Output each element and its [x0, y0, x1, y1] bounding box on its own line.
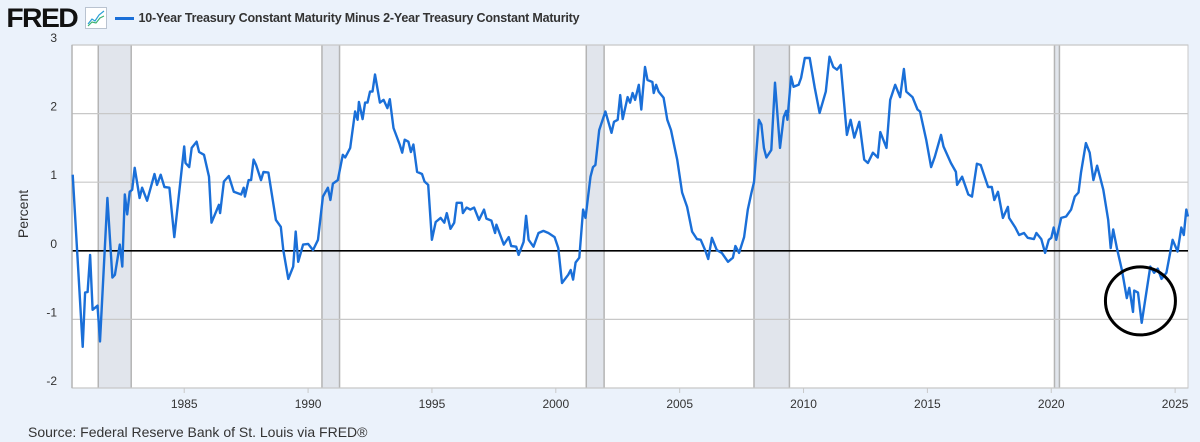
y-tick-label: -2	[46, 374, 57, 388]
recession-band	[1054, 45, 1060, 388]
annotation-circle	[1103, 265, 1177, 337]
series-line	[71, 55, 1190, 348]
recession-band	[753, 45, 790, 388]
y-tick-label: 3	[50, 31, 57, 45]
y-tick-label: 0	[50, 237, 57, 251]
recession-band	[98, 45, 132, 388]
x-tick-label: 2005	[666, 397, 693, 411]
recession-band	[321, 45, 340, 388]
y-tick-label: 2	[50, 100, 57, 114]
recession-band	[586, 45, 605, 388]
x-tick-label: 2015	[914, 397, 941, 411]
x-tick-label: 2025	[1162, 397, 1189, 411]
x-tick-label: 2020	[1038, 397, 1065, 411]
y-tick-label: 1	[50, 168, 57, 182]
plot-area	[71, 44, 1189, 389]
x-tick-label: 1990	[295, 397, 322, 411]
legend-label[interactable]: 10-Year Treasury Constant Maturity Minus…	[138, 11, 580, 25]
legend-swatch	[114, 16, 134, 20]
line-chart-icon	[84, 7, 107, 29]
fred-logo[interactable]: FRED	[6, 2, 78, 33]
chart-header: FRED 10-Year Treasury Constant Maturity …	[6, 2, 580, 33]
x-tick-label: 1995	[419, 397, 446, 411]
x-tick-label: 2010	[790, 397, 817, 411]
source-note: Source: Federal Reserve Bank of St. Loui…	[28, 424, 368, 440]
x-tick-label: 1985	[171, 397, 198, 411]
y-tick-label: -1	[46, 305, 57, 319]
x-tick-label: 2000	[542, 397, 569, 411]
